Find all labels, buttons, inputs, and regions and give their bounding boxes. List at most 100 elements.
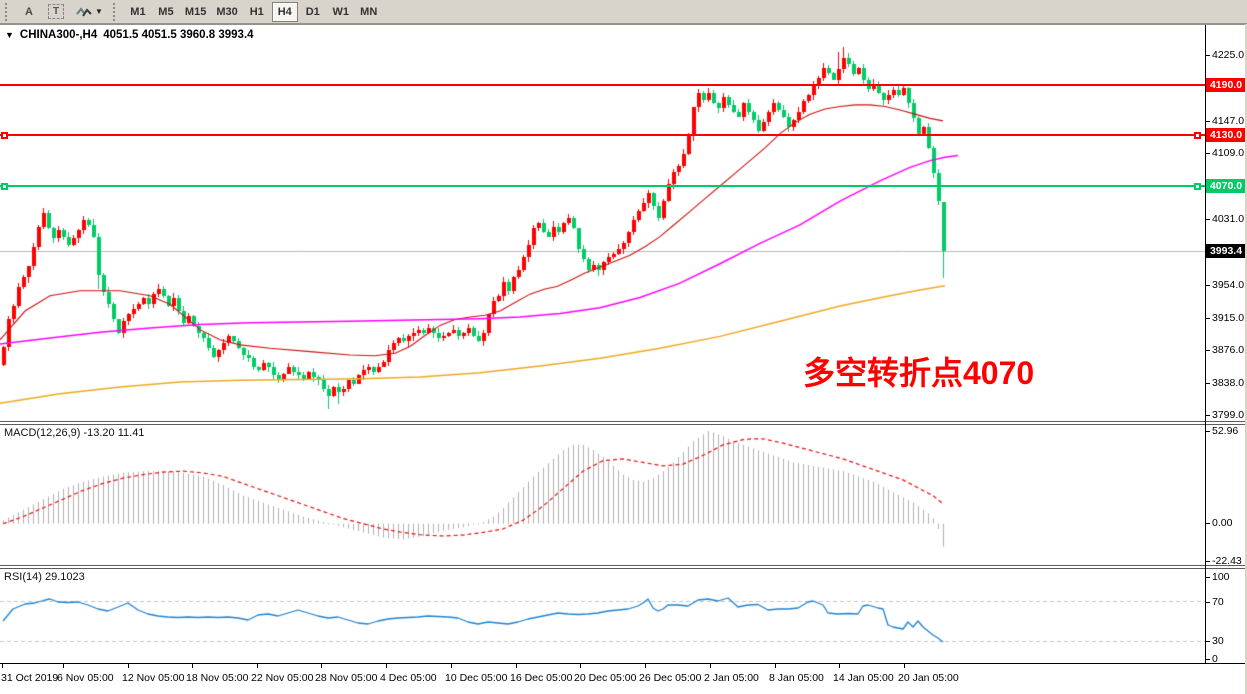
time-axis-label: 16 Dec 05:00	[510, 672, 573, 684]
rsi-axis-tick	[1206, 641, 1210, 642]
macd-indicator-label: MACD(12,26,9) -13.20 11.41	[4, 427, 145, 439]
macd-axis-label: -22.43	[1212, 555, 1242, 567]
macd-axis-label: 52.96	[1212, 425, 1239, 437]
price-axis-tick	[1206, 121, 1210, 122]
macd-axis-tick	[1206, 561, 1210, 562]
rsi-separator-top[interactable]	[0, 565, 1247, 566]
line-handle-left-4130[interactable]	[1, 132, 8, 139]
line-handle-left-4070[interactable]	[1, 183, 8, 190]
symbol-dropdown-icon[interactable]: ▼	[5, 30, 14, 40]
time-axis-tick	[580, 664, 581, 668]
macd-separator-top[interactable]	[0, 421, 1247, 422]
rsi-axis-tick	[1206, 577, 1210, 578]
price-axis-line	[1205, 25, 1206, 663]
time-axis-label: 18 Nov 05:00	[186, 672, 249, 684]
ohlc-values: 4051.5 4051.5 3960.8 3993.4	[103, 29, 254, 41]
time-axis-label: 4 Dec 05:00	[380, 672, 437, 684]
macd-axis-tick	[1206, 523, 1210, 524]
rsi-axis-label: 70	[1212, 596, 1224, 608]
time-axis-tick	[2, 664, 3, 668]
toolbar-grip[interactable]	[5, 2, 12, 21]
time-axis-tick	[904, 664, 905, 668]
text-tool-icon: T	[48, 4, 64, 19]
time-axis-tick	[451, 664, 452, 668]
toolbar-grip-2[interactable]	[112, 2, 120, 21]
annotate-letter-button[interactable]: A	[17, 2, 41, 22]
price-axis-tick	[1206, 219, 1210, 220]
macd-axis-label: 0.00	[1212, 517, 1233, 529]
timeframe-button-H1[interactable]: H1	[244, 2, 270, 22]
price-axis-label: 3954.0	[1212, 279, 1245, 291]
time-axis-label: 26 Dec 05:00	[639, 672, 702, 684]
rsi-indicator-label: RSI(14) 29.1023	[4, 571, 85, 583]
price-badge-4130.0: 4130.0	[1206, 128, 1246, 142]
timeframe-group: M1 M5 M15 M30 H1 H4 D1 W1 MN	[125, 1, 382, 22]
chart-top-border	[0, 24, 1247, 25]
time-axis-label: 28 Nov 05:00	[315, 672, 378, 684]
time-axis-tick	[257, 664, 258, 668]
time-axis-tick	[516, 664, 517, 668]
time-axis-tick	[128, 664, 129, 668]
time-axis-label: 20 Dec 05:00	[574, 672, 637, 684]
macd-axis-tick	[1206, 431, 1210, 432]
time-axis-tick	[192, 664, 193, 668]
timeframe-button-W1[interactable]: W1	[328, 2, 354, 22]
rsi-separator-bottom[interactable]	[0, 568, 1247, 569]
rsi-axis-label: 0	[1212, 653, 1218, 665]
timeframe-button-D1[interactable]: D1	[300, 2, 326, 22]
line-handle-right-4130[interactable]	[1194, 132, 1201, 139]
price-axis-label: 3799.0	[1212, 409, 1245, 421]
time-axis-tick	[321, 664, 322, 668]
price-axis-tick	[1206, 285, 1210, 286]
price-axis-tick	[1206, 153, 1210, 154]
time-axis-label: 12 Nov 05:00	[122, 672, 185, 684]
price-axis-tick	[1206, 350, 1210, 351]
timeframe-button-M5[interactable]: M5	[153, 2, 179, 22]
price-badge-4070.0: 4070.0	[1206, 179, 1246, 193]
price-axis-tick	[1206, 415, 1210, 416]
annotation-text[interactable]: 多空转折点4070	[803, 355, 1035, 391]
line-handle-right-4070[interactable]	[1194, 183, 1201, 190]
horizontal-line-4130[interactable]	[0, 134, 1205, 136]
shapes-tool-icon	[76, 5, 92, 19]
timeframe-button-H4[interactable]: H4	[271, 1, 298, 22]
time-axis-label: 22 Nov 05:00	[251, 672, 314, 684]
horizontal-line-4070[interactable]	[0, 185, 1205, 187]
time-axis-tick	[775, 664, 776, 668]
price-axis-label: 3915.0	[1212, 312, 1245, 324]
rsi-axis-label: 100	[1212, 571, 1230, 583]
time-axis-tick	[645, 664, 646, 668]
price-axis-label: 4147.0	[1212, 115, 1245, 127]
text-tool-button[interactable]: T	[43, 2, 69, 22]
price-axis-label: 3876.0	[1212, 344, 1245, 356]
price-axis-tick	[1206, 55, 1210, 56]
timeframe-button-M30[interactable]: M30	[212, 2, 241, 22]
price-axis-label: 3838.0	[1212, 377, 1245, 389]
toolbar: A T ▼ M1 M5 M15 M30 H1 H4 D1 W1 MN	[0, 0, 1247, 24]
time-axis-tick	[63, 664, 64, 668]
chart-title: ▼ CHINA300-,H4 4051.5 4051.5 3960.8 3993…	[5, 29, 254, 41]
time-axis-tick	[839, 664, 840, 668]
rsi-axis-tick	[1206, 602, 1210, 603]
time-axis-label: 20 Jan 05:00	[898, 672, 959, 684]
price-badge-4190.0: 4190.0	[1206, 78, 1246, 92]
time-axis-label: 8 Jan 05:00	[769, 672, 824, 684]
time-axis-tick	[710, 664, 711, 668]
timeframe-button-M15[interactable]: M15	[181, 2, 210, 22]
timeframe-button-MN[interactable]: MN	[356, 2, 382, 22]
rsi-axis-tick	[1206, 659, 1210, 660]
time-axis-tick	[386, 664, 387, 668]
price-axis-label: 4031.0	[1212, 213, 1245, 225]
time-axis-border	[0, 663, 1247, 664]
price-axis-tick	[1206, 383, 1210, 384]
chevron-down-icon: ▼	[95, 7, 103, 16]
horizontal-line-4190[interactable]	[0, 84, 1205, 86]
price-axis-label: 4225.0	[1212, 49, 1245, 61]
timeframe-button-M1[interactable]: M1	[125, 2, 151, 22]
macd-separator-bottom[interactable]	[0, 424, 1247, 425]
time-axis-label: 2 Jan 05:00	[704, 672, 759, 684]
shapes-tool-button[interactable]: ▼	[71, 2, 108, 22]
price-axis-label: 4109.0	[1212, 147, 1245, 159]
time-axis-label: 10 Dec 05:00	[445, 672, 508, 684]
